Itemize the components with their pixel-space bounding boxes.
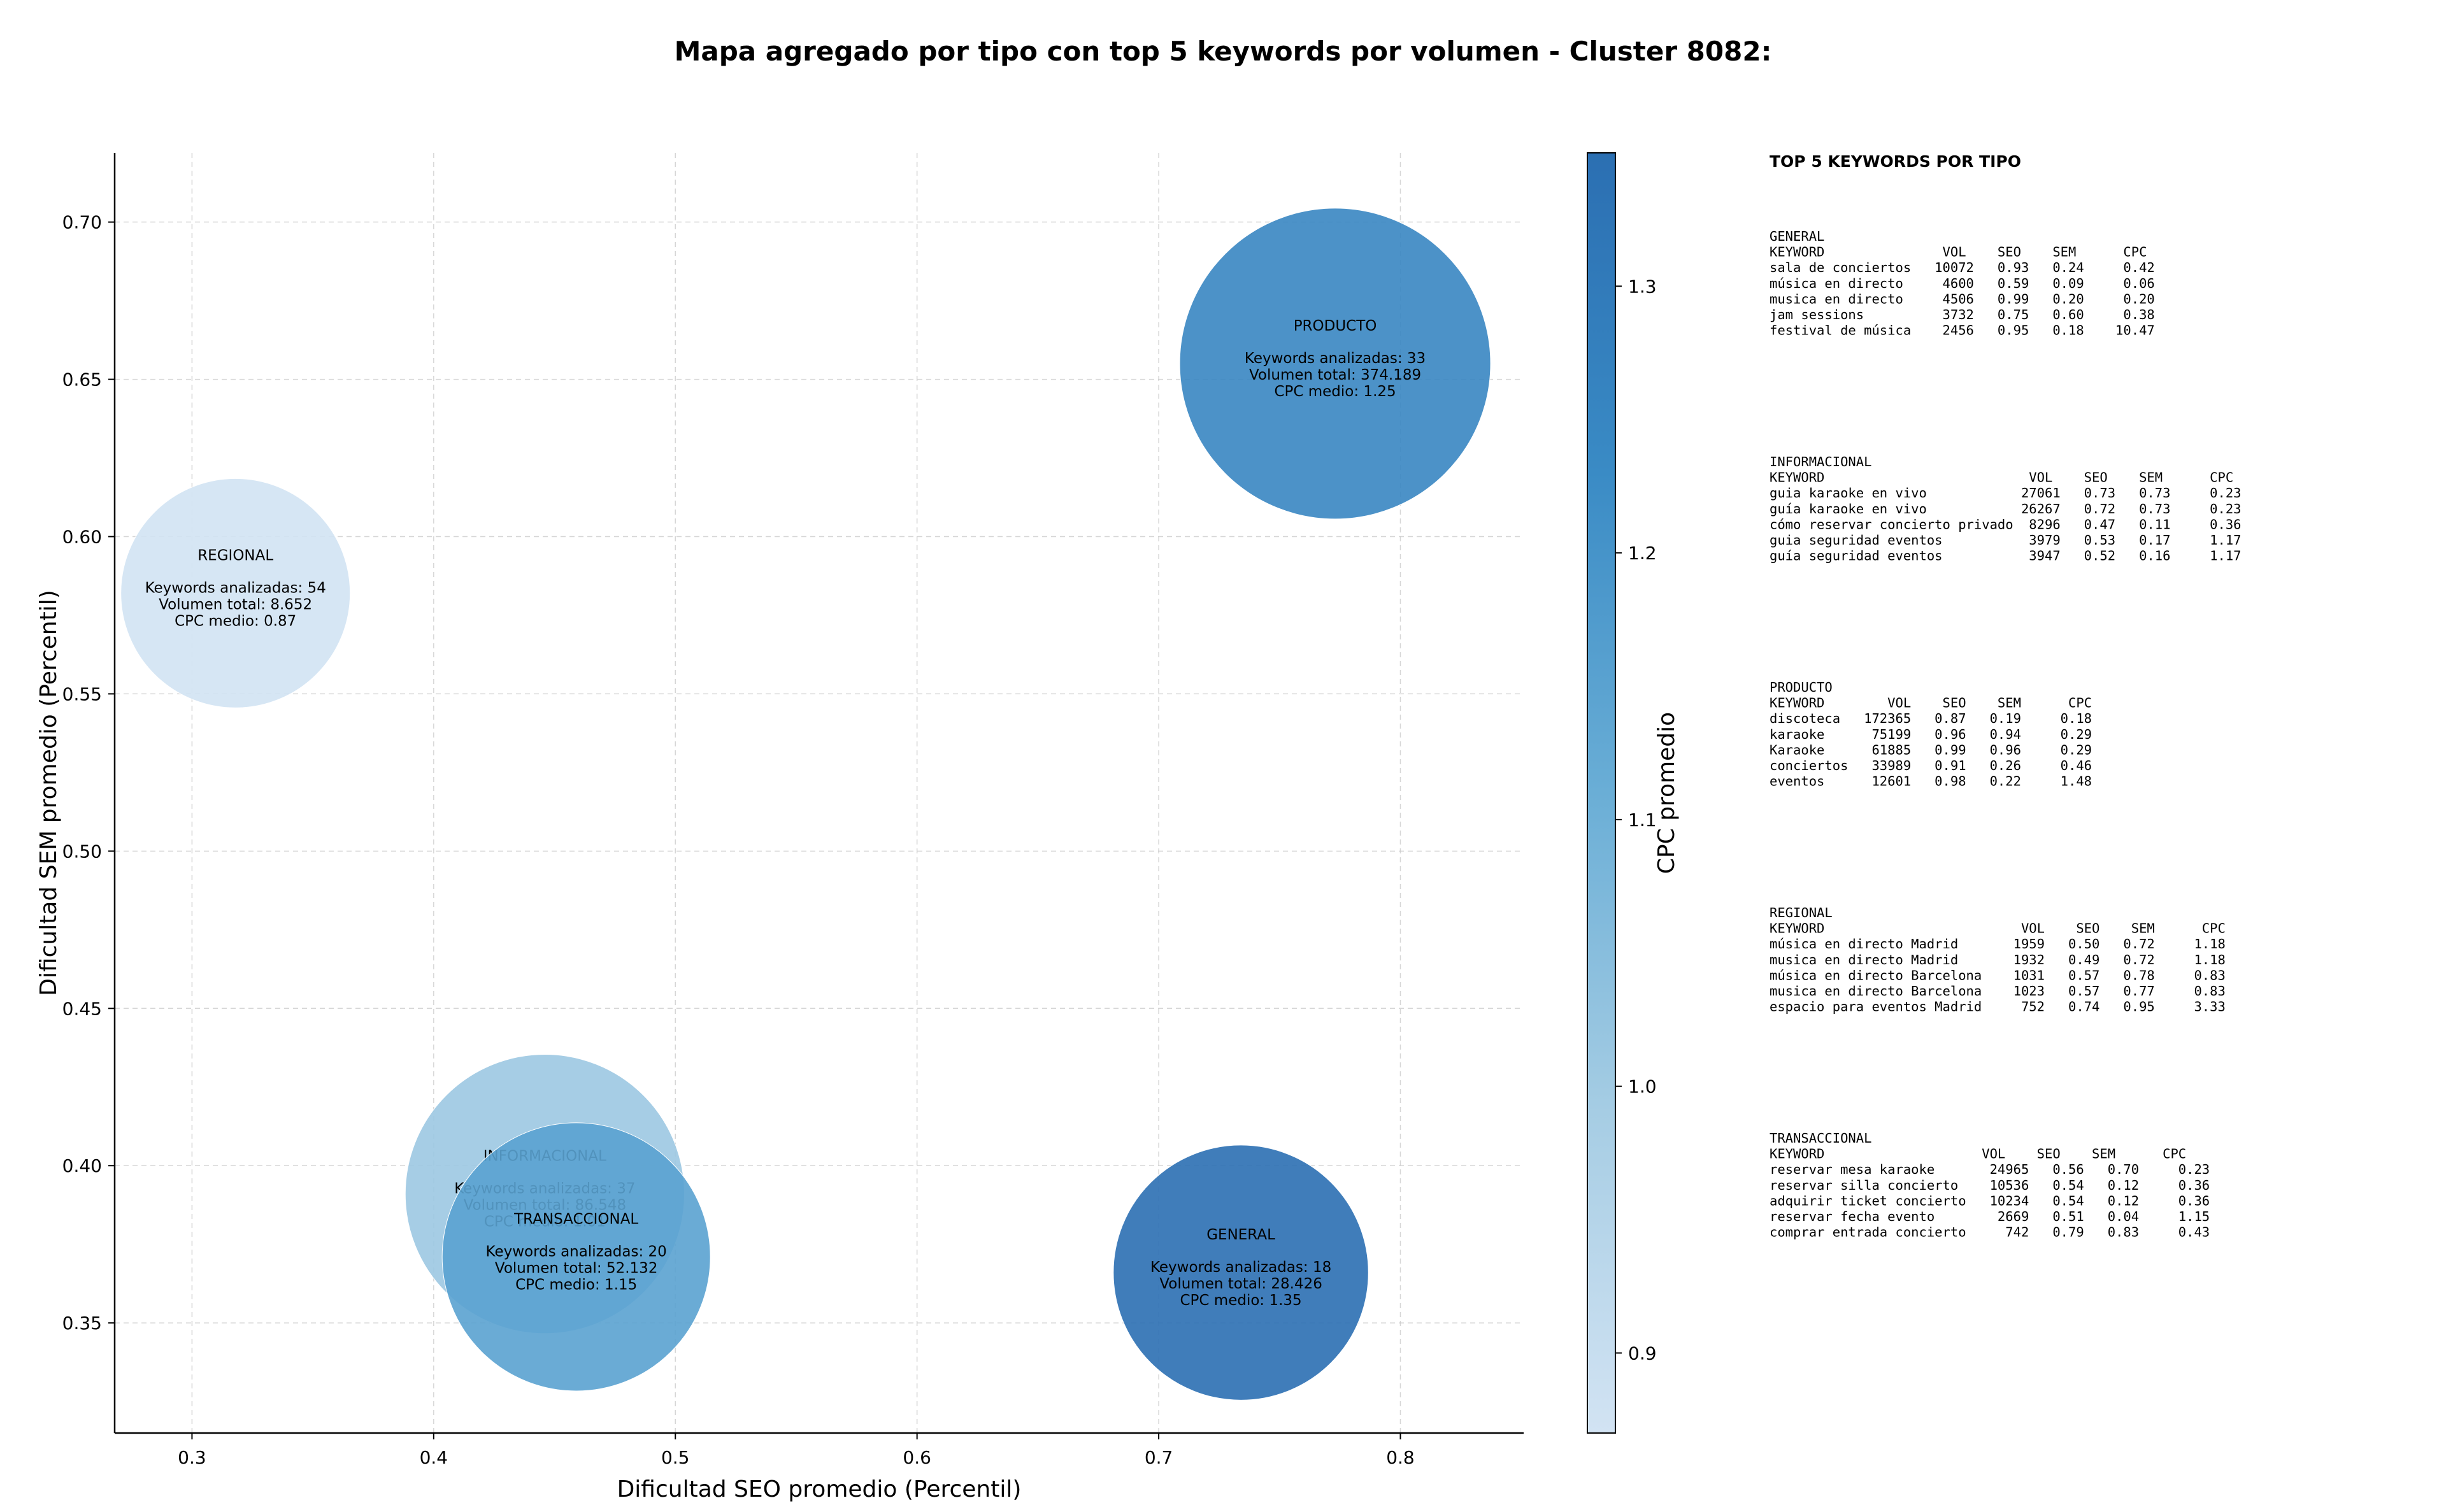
panel-table-row: jam sessions 3732 0.75 0.60 0.38	[1770, 307, 2155, 322]
panel-table-row: musica en directo 4506 0.99 0.20 0.20	[1770, 291, 2155, 306]
bubble-label: Keywords analizadas: 18	[1150, 1259, 1331, 1276]
bubble-label: GENERAL	[1206, 1227, 1275, 1243]
panel-table-row: música en directo Barcelona 1031 0.57 0.…	[1770, 967, 2226, 983]
grid-lines	[115, 153, 1524, 1433]
chart-title: Mapa agregado por tipo con top 5 keyword…	[674, 36, 1772, 67]
panel-table-header: KEYWORD VOL SEO SEM CPC	[1770, 245, 2147, 260]
panel-block-title: TRANSACCIONAL	[1770, 1130, 1871, 1146]
bubble-circle[interactable]	[441, 1122, 711, 1392]
colorbar-tick-label: 1.1	[1628, 809, 1657, 831]
bubble-label: Keywords analizadas: 33	[1245, 350, 1426, 367]
x-tick-label: 0.3	[178, 1447, 206, 1468]
bubble-circle[interactable]	[120, 478, 351, 708]
y-tick-label: 0.50	[62, 841, 102, 862]
bubble-label: Volumen total: 8.652	[159, 596, 312, 613]
panel-table-header: KEYWORD VOL SEO SEM CPC	[1770, 1146, 2186, 1162]
panel-table-row: música en directo Madrid 1959 0.50 0.72 …	[1770, 936, 2226, 952]
bubble-transaccional[interactable]: TRANSACCIONAL Keywords analizadas: 20Volu…	[441, 1122, 711, 1392]
panel-table-row: Karaoke 61885 0.99 0.96 0.29	[1770, 742, 2092, 757]
panel-table-row: musica en directo Madrid 1932 0.49 0.72 …	[1770, 952, 2226, 967]
y-tick-label: 0.70	[62, 212, 102, 233]
panel-table-header: KEYWORD VOL SEO SEM CPC	[1770, 695, 2092, 711]
panel-table-row: guía seguridad eventos 3947 0.52 0.16 1.…	[1770, 548, 2242, 564]
panel-block-title: INFORMACIONAL	[1770, 454, 1871, 469]
colorbar-gradient	[1587, 152, 1616, 1434]
y-axis-label: Dificultad SEM promedio (Percentil)	[36, 590, 62, 996]
panel-table-row: reservar fecha evento 2669 0.51 0.04 1.1…	[1770, 1209, 2210, 1224]
panel-table-row: música en directo 4600 0.59 0.09 0.06	[1770, 276, 2155, 291]
y-tick-label: 0.35	[62, 1313, 102, 1334]
panel-table-row: comprar entrada concierto 742 0.79 0.83 …	[1770, 1225, 2210, 1240]
panel-table-row: cómo reservar concierto privado 8296 0.4…	[1770, 517, 2242, 532]
panel-table-row: eventos 12601 0.98 0.22 1.48	[1770, 774, 2092, 789]
y-tick-label: 0.45	[62, 998, 102, 1019]
panel-block-title: GENERAL	[1770, 229, 1824, 244]
colorbar-label: CPC promedio	[1654, 712, 1680, 874]
panel-table-row: reservar silla concierto 10536 0.54 0.12…	[1770, 1178, 2210, 1193]
panel-table-row: guia karaoke en vivo 27061 0.73 0.73 0.2…	[1770, 485, 2242, 501]
axes: 0.3 0.4 0.5 0.6 0.7 0.8 0.35 0.40 0.45 0.50 0.55 0.…	[36, 153, 1524, 1502]
bubble-label: CPC medio: 1.25	[1274, 383, 1396, 400]
y-tick-label: 0.65	[62, 369, 102, 390]
colorbar-tick-label: 0.9	[1628, 1343, 1657, 1364]
panel-table-row: karaoke 75199 0.96 0.94 0.29	[1770, 727, 2092, 742]
panel-heading: TOP 5 KEYWORDS POR TIPO	[1770, 152, 2021, 171]
bubble-label: PRODUCTO	[1294, 318, 1377, 334]
colorbar-tick-label: 1.2	[1628, 543, 1657, 564]
bubble-circle[interactable]	[1179, 208, 1491, 520]
bubble-label: CPC medio: 0.87	[175, 613, 296, 629]
panel-table-row: adquirir ticket concierto 10234 0.54 0.1…	[1770, 1193, 2210, 1208]
y-tick-label: 0.40	[62, 1155, 102, 1176]
panel-block-title: PRODUCTO	[1770, 680, 1833, 695]
x-tick-label: 0.8	[1386, 1447, 1415, 1468]
colorbar-tick-label: 1.3	[1628, 276, 1657, 297]
panel-table-row: musica en directo Barcelona 1023 0.57 0.…	[1770, 983, 2226, 999]
panel-table-header: KEYWORD VOL SEO SEM CPC	[1770, 921, 2226, 936]
panel-table-row: guía karaoke en vivo 26267 0.72 0.73 0.2…	[1770, 501, 2242, 517]
panel-table-row: discoteca 172365 0.87 0.19 0.18	[1770, 711, 2092, 726]
x-axis-label: Dificultad SEO promedio (Percentil)	[617, 1476, 1022, 1502]
bubble-label: Volumen total: 374.189	[1249, 367, 1421, 383]
bubble-label: Keywords analizadas: 20	[486, 1243, 667, 1260]
x-tick-label: 0.6	[903, 1447, 931, 1468]
panel-table-row: festival de música 2456 0.95 0.18 10.47	[1770, 323, 2155, 338]
bubble-label: CPC medio: 1.35	[1180, 1292, 1301, 1309]
panel-table-header: KEYWORD VOL SEO SEM CPC	[1770, 470, 2233, 485]
bubble-label: Volumen total: 28.426	[1159, 1276, 1322, 1292]
bubble-label: TRANSACCIONAL	[513, 1211, 638, 1227]
colorbar-tick-label: 1.0	[1628, 1076, 1657, 1097]
bubble-label: CPC medio: 1.15	[515, 1276, 637, 1293]
panel-table-row: espacio para eventos Madrid 752 0.74 0.9…	[1770, 999, 2226, 1015]
panel-table-row: reservar mesa karaoke 24965 0.56 0.70 0.…	[1770, 1162, 2210, 1177]
x-tick-label: 0.7	[1145, 1447, 1173, 1468]
panel-table-row: guia seguridad eventos 3979 0.53 0.17 1.…	[1770, 532, 2242, 548]
bubble-label: REGIONAL	[197, 547, 273, 564]
bubble-label: Keywords analizadas: 54	[145, 580, 326, 596]
panel-table-row: conciertos 33989 0.91 0.26 0.46	[1770, 758, 2092, 773]
panel-table-row: sala de conciertos 10072 0.93 0.24 0.42	[1770, 260, 2155, 275]
y-tick-label: 0.55	[62, 683, 102, 704]
panel-block-title: REGIONAL	[1770, 905, 1833, 920]
colorbar: 0.9 1.0 1.1 1.2 1.3 CPC promedio	[1587, 152, 1680, 1434]
x-tick-label: 0.5	[661, 1447, 690, 1468]
x-tick-label: 0.4	[420, 1447, 448, 1468]
y-tick-label: 0.60	[62, 527, 102, 548]
bubble-circle[interactable]	[1113, 1145, 1369, 1401]
bubble-label: Volumen total: 52.132	[495, 1260, 658, 1276]
